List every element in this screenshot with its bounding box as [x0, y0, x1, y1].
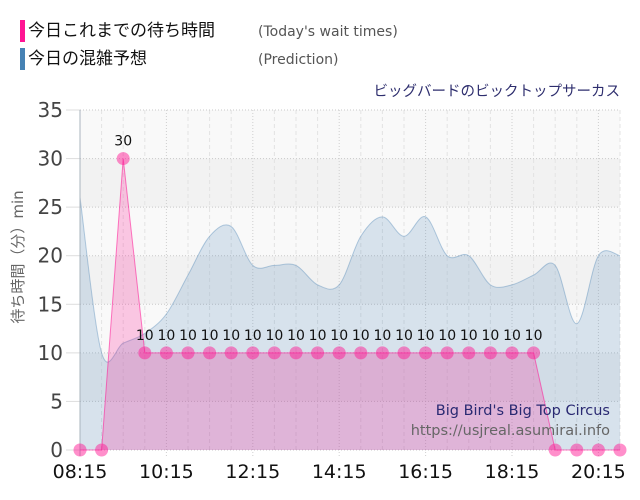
data-label: 30 — [114, 134, 132, 150]
wait-time-marker — [181, 346, 195, 360]
wait-time-marker — [332, 346, 346, 360]
wait-time-marker — [246, 346, 260, 360]
wait-time-marker — [548, 443, 562, 457]
wait-time-marker — [375, 346, 389, 360]
wait-time-marker — [591, 443, 605, 457]
prediction-area — [80, 197, 620, 450]
chart-title: ビッグバードのビックトップサーカス — [373, 84, 621, 100]
wait-time-marker — [73, 443, 87, 457]
plot-band — [80, 255, 620, 305]
data-label: 10 — [287, 328, 305, 344]
plot-band — [80, 207, 620, 256]
data-label: 10 — [525, 328, 543, 344]
data-label: 10 — [244, 328, 262, 344]
wait-time-marker — [267, 346, 281, 360]
legend-label: 今日の混雑予想 — [28, 49, 147, 69]
data-label: 10 — [417, 328, 435, 344]
plot-band — [80, 352, 620, 402]
wait-time-marker — [440, 346, 454, 360]
data-label: 10 — [330, 328, 348, 344]
wait-time-marker — [483, 346, 497, 360]
data-label: 10 — [481, 328, 499, 344]
wait-time-marker — [116, 152, 130, 166]
y-tick-label: 0 — [50, 438, 63, 462]
wait-time-area — [80, 158, 620, 451]
legend-label: 今日これまでの待ち時間 — [28, 21, 215, 41]
wait-time-marker — [397, 346, 411, 360]
data-label: 10 — [503, 328, 521, 344]
wait-time-marker — [613, 443, 627, 457]
data-label: 10 — [309, 328, 327, 344]
plot-band — [80, 401, 620, 450]
wait-time-marker — [462, 346, 476, 360]
data-label: 10 — [136, 328, 154, 344]
wait-time-marker — [570, 443, 584, 457]
wait-time-marker — [311, 346, 325, 360]
x-tick-label: 18:15 — [485, 461, 540, 483]
y-tick-label: 30 — [38, 147, 63, 171]
wait-time-marker — [505, 346, 519, 360]
wait-time-marker — [527, 346, 541, 360]
y-axis-title: 待ち時間（分）min — [9, 190, 27, 324]
watermark-url: https://usjreal.asumirai.info — [410, 423, 610, 439]
data-label: 10 — [157, 328, 175, 344]
data-label: 10 — [438, 328, 456, 344]
plot-band — [80, 304, 620, 353]
wait-time-marker — [354, 346, 368, 360]
data-label: 10 — [179, 328, 197, 344]
y-tick-label: 15 — [38, 292, 63, 316]
plot-band — [80, 158, 620, 208]
wait-time-marker — [138, 346, 152, 360]
data-label: 10 — [373, 328, 391, 344]
y-tick-label: 20 — [38, 244, 63, 268]
wait-time-marker — [419, 346, 433, 360]
legend-sublabel: (Prediction) — [258, 52, 339, 68]
legend-swatch-blue — [20, 48, 25, 70]
watermark-title: Big Bird's Big Top Circus — [435, 403, 610, 419]
y-tick-label: 35 — [38, 98, 63, 122]
x-tick-label: 08:15 — [53, 461, 108, 483]
wait-time-marker — [95, 443, 109, 457]
x-tick-label: 16:15 — [398, 461, 453, 483]
wait-time-marker — [224, 346, 238, 360]
plot-band — [80, 110, 620, 159]
y-tick-label: 5 — [50, 389, 63, 413]
wait-time-marker — [289, 346, 303, 360]
legend-swatch-pink — [20, 20, 25, 42]
wait-time-marker — [159, 346, 173, 360]
data-label: 10 — [222, 328, 240, 344]
data-label: 10 — [265, 328, 283, 344]
x-tick-label: 12:15 — [225, 461, 280, 483]
data-label: 10 — [460, 328, 478, 344]
legend-sublabel: (Today's wait times) — [258, 24, 398, 40]
y-tick-label: 10 — [38, 341, 63, 365]
x-tick-label: 10:15 — [139, 461, 194, 483]
prediction-line — [79, 197, 621, 363]
data-label: 10 — [395, 328, 413, 344]
data-label: 10 — [201, 328, 219, 344]
data-label: 10 — [352, 328, 370, 344]
x-tick-label: 14:15 — [312, 461, 367, 483]
watermark: Big Bird's Big Top Circus https://usjrea… — [411, 401, 610, 441]
y-tick-label: 25 — [38, 195, 63, 219]
wait-time-marker — [203, 346, 217, 360]
wait-time-line — [80, 158, 620, 451]
x-tick-label: 20:15 — [571, 461, 626, 483]
